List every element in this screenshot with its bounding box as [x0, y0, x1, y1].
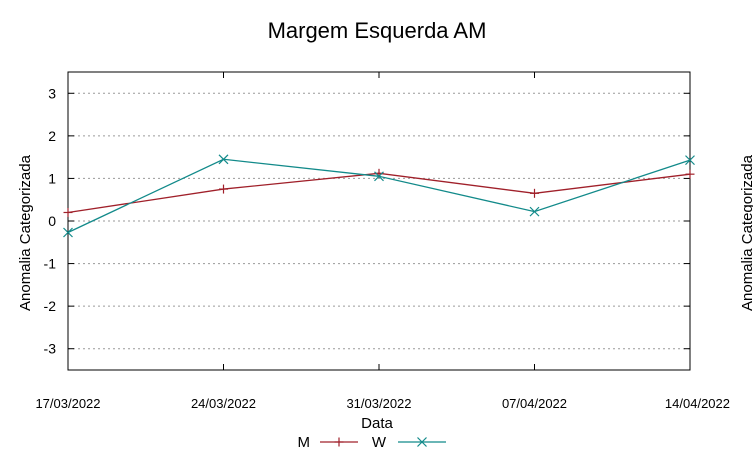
- y-axis-label-right: Anomalia Categorizada: [739, 154, 753, 311]
- chart-title: Margem Esquerda AM: [268, 18, 487, 43]
- y-axis-label: Anomalia Categorizada: [17, 154, 34, 311]
- data-point: [685, 169, 695, 179]
- y-tick-label: 1: [48, 170, 56, 186]
- data-point: [530, 188, 539, 198]
- x-axis-ticks: 17/03/2022 24/03/2022 31/03/2022 07/04/2022…: [35, 72, 730, 411]
- data-point: [334, 437, 344, 447]
- x-axis-label: Data: [361, 415, 393, 432]
- x-tick-label: 31/03/2022: [346, 396, 411, 411]
- y-tick-label: -2: [44, 298, 57, 314]
- data-point: [685, 155, 695, 166]
- legend-label-W: W: [372, 434, 387, 451]
- series-line-M: [67, 172, 691, 214]
- x-tick-label: 14/04/2022: [665, 396, 730, 411]
- y-tick-label: -1: [44, 256, 57, 272]
- x-tick-label: 17/03/2022: [35, 396, 100, 411]
- gridlines: [68, 92, 690, 350]
- series-group: [63, 154, 695, 238]
- data-point: [63, 207, 73, 217]
- data-point: [218, 154, 229, 165]
- data-point: [417, 437, 427, 447]
- data-point: [63, 227, 73, 238]
- data-point: [374, 171, 384, 182]
- x-tick-label: 24/03/2022: [191, 396, 256, 411]
- y-tick-label: 2: [48, 128, 56, 144]
- x-tick-label: 07/04/2022: [502, 396, 567, 411]
- data-point: [219, 184, 228, 194]
- data-point: [529, 206, 540, 217]
- y-tick-label: 0: [48, 213, 56, 229]
- legend-label-M: M: [298, 434, 311, 451]
- y-tick-label: 3: [48, 85, 56, 101]
- y-tick-label: -3: [44, 341, 57, 357]
- y-axis-ticks: 3 2 1 0 -1 -2 -3: [44, 85, 690, 357]
